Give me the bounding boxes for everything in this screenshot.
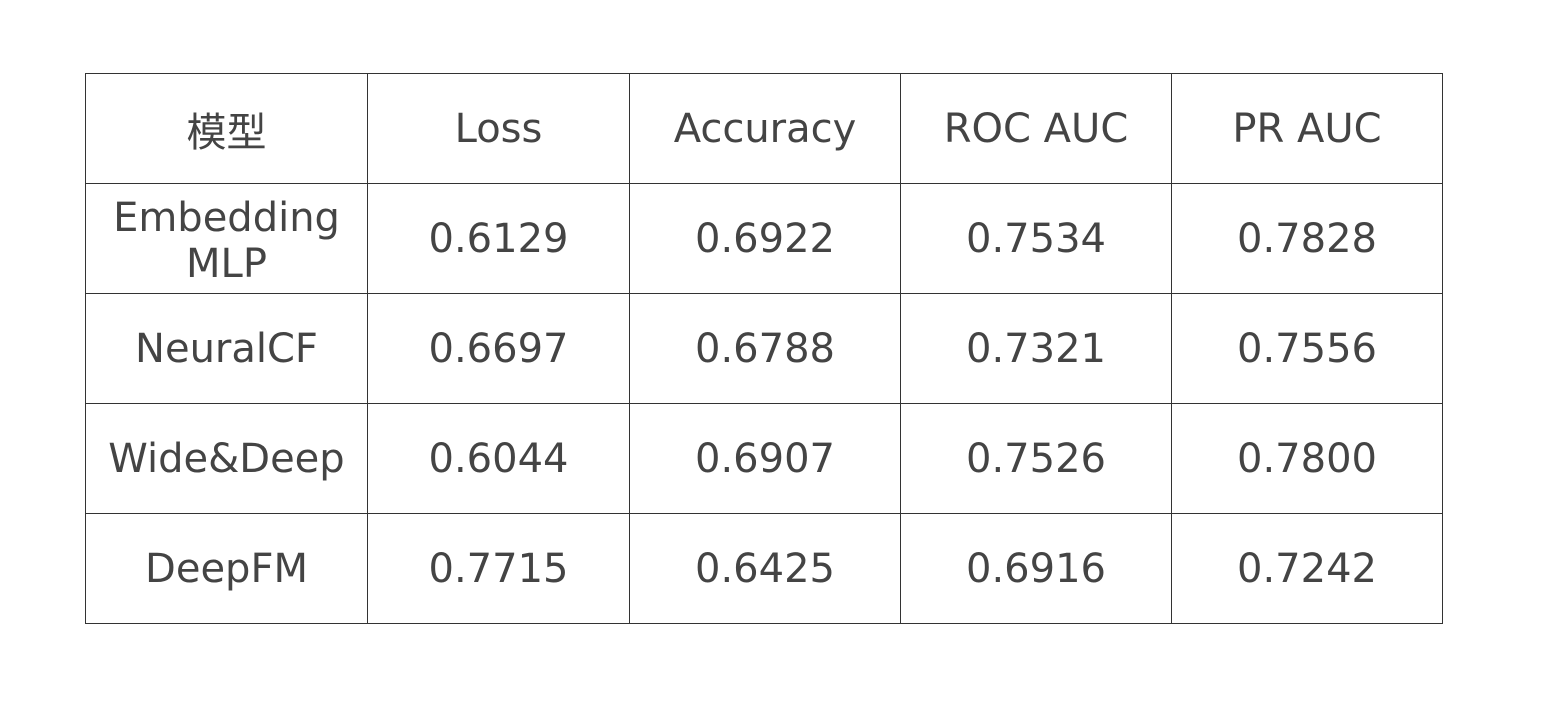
accuracy-cell: 0.6788 — [629, 293, 901, 404]
table-row: NeuralCF 0.6697 0.6788 0.7321 0.7556 — [85, 293, 1443, 404]
accuracy-cell: 0.6922 — [629, 183, 901, 294]
header-accuracy: Accuracy — [629, 73, 901, 184]
accuracy-cell: 0.6425 — [629, 513, 901, 624]
model-name-cell: Wide&Deep — [85, 403, 368, 514]
header-model: 模型 — [85, 73, 368, 184]
roc-auc-cell: 0.6916 — [900, 513, 1172, 624]
model-name-cell: NeuralCF — [85, 293, 368, 404]
accuracy-cell: 0.6907 — [629, 403, 901, 514]
pr-auc-cell: 0.7800 — [1171, 403, 1443, 514]
roc-auc-cell: 0.7321 — [900, 293, 1172, 404]
model-name-cell: Embedding MLP — [85, 183, 368, 294]
header-loss: Loss — [367, 73, 630, 184]
table-row: Wide&Deep 0.6044 0.6907 0.7526 0.7800 — [85, 403, 1443, 514]
model-name-cell: DeepFM — [85, 513, 368, 624]
header-row: 模型 Loss Accuracy ROC AUC PR AUC — [85, 73, 1443, 184]
loss-cell: 0.6129 — [367, 183, 630, 294]
loss-cell: 0.7715 — [367, 513, 630, 624]
table-row: DeepFM 0.7715 0.6425 0.6916 0.7242 — [85, 513, 1443, 624]
header-roc-auc: ROC AUC — [900, 73, 1172, 184]
roc-auc-cell: 0.7534 — [900, 183, 1172, 294]
roc-auc-cell: 0.7526 — [900, 403, 1172, 514]
pr-auc-cell: 0.7556 — [1171, 293, 1443, 404]
header-pr-auc: PR AUC — [1171, 73, 1443, 184]
pr-auc-cell: 0.7242 — [1171, 513, 1443, 624]
pr-auc-cell: 0.7828 — [1171, 183, 1443, 294]
results-table: 模型 Loss Accuracy ROC AUC PR AUC Embeddin… — [85, 73, 1443, 624]
loss-cell: 0.6044 — [367, 403, 630, 514]
table-row: Embedding MLP 0.6129 0.6922 0.7534 0.782… — [85, 183, 1443, 294]
loss-cell: 0.6697 — [367, 293, 630, 404]
model-name: Embedding MLP — [113, 195, 340, 287]
